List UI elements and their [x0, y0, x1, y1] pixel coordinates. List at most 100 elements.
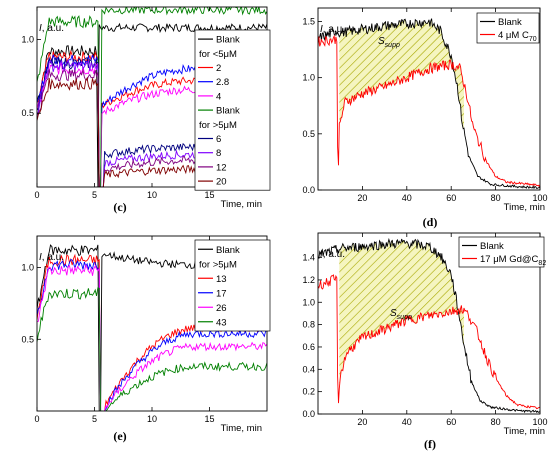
y-tick-label: 1.5 — [302, 16, 315, 26]
legend-box — [458, 236, 545, 268]
plot-frame — [317, 232, 541, 415]
legend-text: 6 — [216, 134, 221, 145]
legend-box — [194, 239, 271, 332]
annotation-subscript: supp — [385, 42, 400, 49]
legend-text: 26 — [216, 303, 227, 314]
y-tick-label: 1.0 — [302, 297, 315, 307]
y-tick-label: 0.0 — [302, 185, 315, 195]
legend-text: 2 — [216, 63, 221, 74]
chart-panel-f: 20 40 60 80 100 0.0 0.2 0.4 0.6 0.8 1.0 1.2 1.4 Time,… — [302, 232, 548, 451]
x-tick-label: 80 — [491, 417, 501, 427]
plot-area — [318, 18, 540, 190]
legend-box — [476, 12, 540, 44]
y-tick-label: 1.0 — [21, 34, 34, 44]
legend-label: 13 — [216, 274, 227, 285]
x-axis-label: Time, min — [504, 202, 545, 213]
legend-text: 20 — [216, 177, 227, 188]
x-tick-label: 60 — [446, 193, 456, 203]
series-line-3 — [37, 258, 267, 411]
legend-label: 26 — [216, 303, 227, 314]
x-tick-label: 10 — [147, 414, 157, 424]
y-tick-label: 0.5 — [21, 108, 34, 118]
legend-label: Blank — [216, 245, 240, 256]
plot-area — [318, 237, 540, 414]
legend-label: 8 — [216, 148, 221, 159]
panel-label: (e) — [113, 429, 126, 443]
y-axis-unit: , a.u. — [323, 249, 345, 260]
x-tick-label: 15 — [204, 190, 214, 200]
annotation-s-supp: Ssupp — [378, 36, 400, 49]
panel-label: (f) — [424, 437, 436, 451]
y-tick-label: 1.0 — [302, 73, 315, 83]
legend-subscript: 70 — [529, 36, 537, 43]
y-axis-label: I, a.u. — [39, 23, 64, 34]
legend-text: Blank — [498, 17, 522, 28]
x-tick-label: 0 — [34, 190, 39, 200]
legend-text: Blank — [216, 106, 240, 117]
legend: Blank 4 μM C70 — [476, 12, 540, 44]
y-axis-symbol: I — [39, 252, 42, 263]
legend-label: 17 — [216, 288, 227, 299]
legend-label: 12 — [216, 162, 227, 173]
annotation-subscript: supp — [397, 314, 412, 321]
x-axis-label: Time, min — [221, 199, 262, 210]
y-tick-label: 0.8 — [302, 320, 315, 330]
legend: Blank 17 μM Gd@C82 — [458, 236, 546, 268]
x-tick-label: 100 — [532, 417, 547, 427]
y-axis-unit: , a.u. — [42, 252, 64, 263]
legend-heading: for >5μM — [199, 259, 237, 270]
legend-label: Blank — [480, 241, 504, 252]
y-tick-label: 0.4 — [302, 364, 315, 374]
x-tick-label: 80 — [491, 193, 501, 203]
x-tick-label: 5 — [92, 414, 97, 424]
legend-label: 4 μM C70 — [498, 30, 537, 43]
y-axis-unit: , a.u. — [323, 24, 345, 35]
legend-subscript: 82 — [538, 260, 546, 267]
x-tick-label: 10 — [147, 190, 157, 200]
x-tick-label: 20 — [357, 193, 367, 203]
legend-heading: for >5μM — [199, 120, 237, 131]
legend-label: Blank — [216, 106, 240, 117]
y-tick-label: 1.4 — [302, 253, 315, 263]
x-tick-label: 60 — [446, 417, 456, 427]
annotation-symbol: S — [378, 36, 385, 47]
series-line-4 — [37, 263, 267, 411]
legend-label: 17 μM Gd@C82 — [480, 254, 546, 267]
y-axis-symbol: I — [320, 24, 323, 35]
legend-text: 2.8 — [216, 77, 229, 88]
legend-text: Blank — [216, 35, 240, 46]
x-tick-label: 40 — [402, 193, 412, 203]
chart-panel-d: 20 40 60 80 100 0.0 0.5 1.0 1.5 Time, min I, a.u. S… — [302, 7, 548, 229]
panel-label: (d) — [423, 215, 438, 229]
x-tick-label: 0 — [34, 414, 39, 424]
legend-text: 17 — [216, 288, 227, 299]
legend: Blank for <5μM 2 2.8 4 Blank for >5μM 6 8 12 20 — [194, 29, 271, 191]
y-tick-label: 0.5 — [302, 129, 315, 139]
chart-panel-e: 0 5 10 15 0.5 1.0 Time, min I, a.u. Blank for >5μ… — [21, 235, 271, 443]
legend-text: 12 — [216, 162, 227, 173]
series-line-2 — [318, 34, 540, 188]
suppression-area — [339, 239, 464, 389]
x-tick-label: 15 — [204, 414, 214, 424]
x-axis-label: Time, min — [221, 423, 262, 434]
legend-text: Blank — [480, 241, 504, 252]
annotation-symbol: S — [390, 308, 397, 319]
chart-panel-c: 0 5 10 15 0.5 1.0 Time, min I, a.u. Blank for <5μ… — [21, 6, 271, 214]
y-axis-label: I, a.u. — [39, 252, 64, 263]
legend-text: 8 — [216, 148, 221, 159]
legend-text: 4 — [216, 91, 221, 102]
x-tick-label: 5 — [92, 190, 97, 200]
series-line-5 — [37, 287, 267, 411]
y-tick-label: 0.2 — [302, 387, 315, 397]
y-axis-label: I, a.u. — [320, 249, 345, 260]
x-tick-label: 100 — [532, 193, 547, 203]
panel-label: (c) — [113, 200, 126, 214]
legend: Blank for >5μM 13 17 26 43 — [194, 239, 271, 332]
y-tick-label: 0.0 — [302, 409, 315, 419]
y-axis-symbol: I — [320, 249, 323, 260]
series-line-1 — [37, 22, 267, 187]
y-axis-symbol: I — [39, 23, 42, 34]
x-axis-label: Time, min — [504, 426, 545, 437]
y-axis-unit: , a.u. — [42, 23, 64, 34]
